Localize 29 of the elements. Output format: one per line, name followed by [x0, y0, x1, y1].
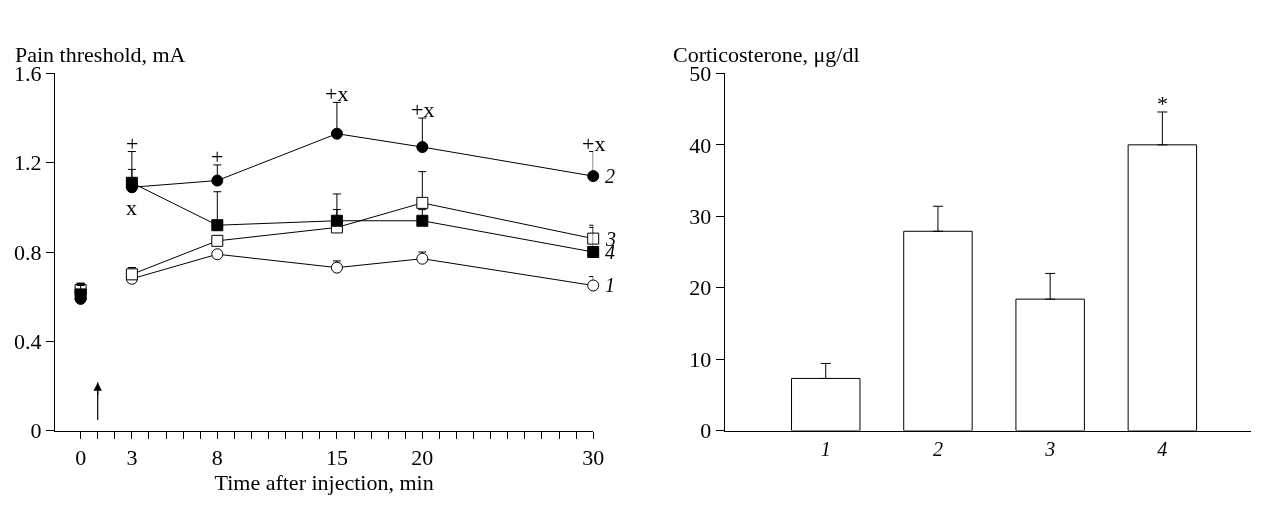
- y-tick-label: 10: [689, 346, 712, 372]
- x-tick-label: 0: [75, 445, 87, 470]
- annotation: *: [1157, 91, 1168, 116]
- y-tick-label: 0.4: [14, 329, 42, 354]
- x-tick-label: 4: [1157, 437, 1168, 460]
- x-tick-label: 30: [582, 445, 605, 470]
- x-tick-label: 15: [325, 445, 348, 470]
- x-tick-label: 3: [126, 445, 138, 470]
- y-tick-label: 0: [700, 418, 712, 444]
- y-tick-label: 0.8: [14, 239, 42, 265]
- annotation: +x: [325, 81, 349, 106]
- annotation: +: [211, 144, 224, 169]
- x-tick-label: 1: [820, 437, 831, 460]
- annotation: +x: [411, 97, 435, 122]
- series-label: 2: [605, 165, 615, 187]
- x-axis-title: Time after injection, min: [214, 470, 434, 495]
- annotation: x: [126, 195, 137, 220]
- x-tick-label: 2: [932, 437, 943, 460]
- y-tick-label: 1.2: [14, 150, 42, 176]
- x-tick-label: 3: [1044, 437, 1056, 460]
- y-tick-label: 30: [689, 203, 712, 229]
- y-tick-label: 0: [30, 418, 42, 444]
- y-tick-label: 20: [689, 275, 712, 301]
- series-label: 1: [605, 274, 615, 296]
- x-tick-label: 20: [411, 445, 434, 470]
- x-tick-label: 8: [211, 445, 223, 470]
- y-tick-label: 40: [689, 132, 712, 158]
- annotation: +x: [582, 131, 606, 156]
- annotation: +: [126, 131, 139, 156]
